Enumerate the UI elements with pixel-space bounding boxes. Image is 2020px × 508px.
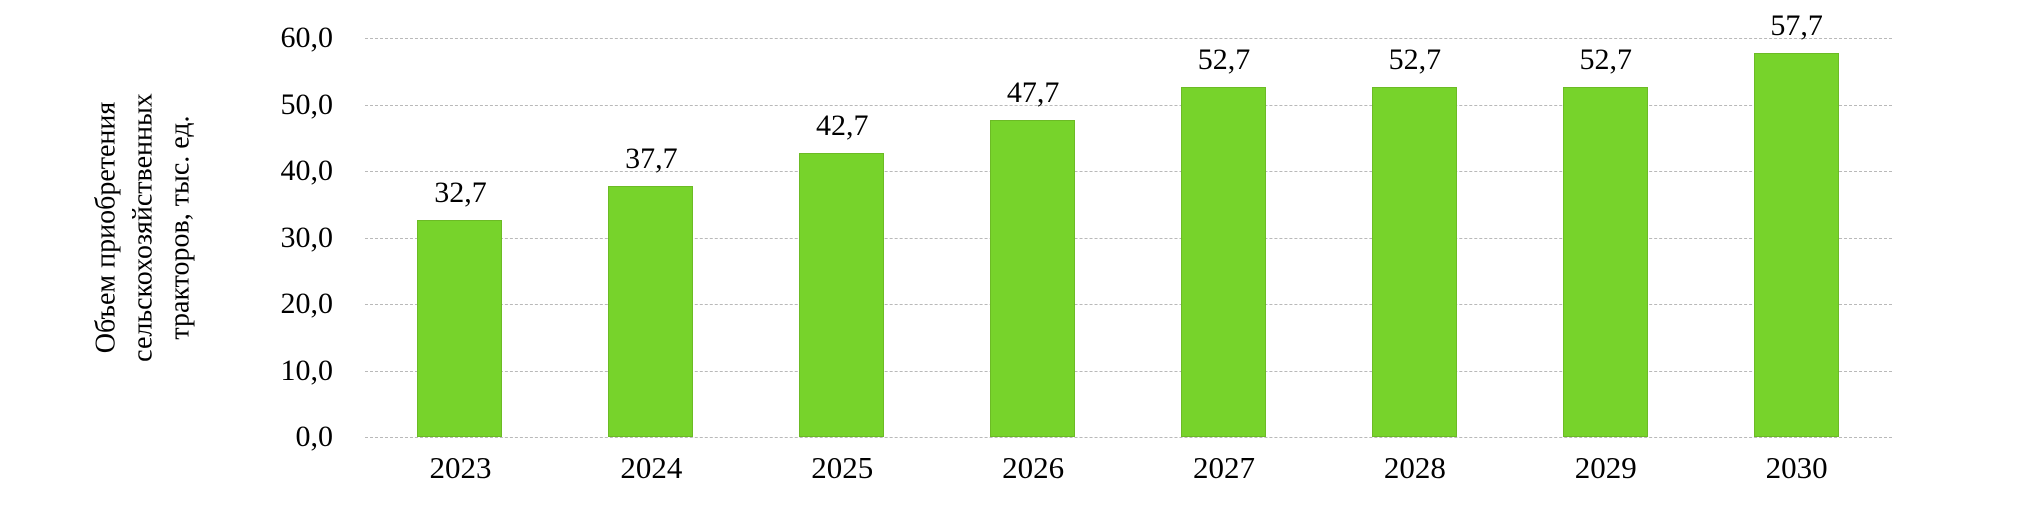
y-tick-label: 20,0 <box>280 287 334 320</box>
plot-area: 32,7 37,7 42,7 47,7 52,7 52,7 52,7 57,7 <box>365 9 1892 438</box>
bar-2024 <box>608 186 694 437</box>
bar-slot-2026: 47,7 <box>938 38 1129 437</box>
y-axis-title-line: Объем приобретения <box>90 101 122 354</box>
bar-value-label: 47,7 <box>1006 75 1060 109</box>
y-axis-title-line: сельскохозяйственных <box>127 93 159 362</box>
x-axis-ticks: 2023 2024 2025 2026 2027 2028 2029 2030 <box>365 450 1892 486</box>
bar-2027 <box>1180 86 1266 437</box>
x-tick-label-2024: 2024 <box>620 450 683 485</box>
bar-2028 <box>1371 86 1457 437</box>
gridline <box>365 304 1892 305</box>
bar-2029 <box>1562 86 1648 437</box>
bar-slot-2030: 57,7 <box>1701 9 1892 437</box>
bar-slot-2024: 37,7 <box>556 38 747 437</box>
bar-2023 <box>417 219 503 437</box>
gridline <box>365 237 1892 239</box>
y-tick-label: 60,0 <box>280 21 334 54</box>
bar-value-label: 32,7 <box>434 175 487 209</box>
y-tick-label: 0,0 <box>295 420 334 453</box>
bar-value-label: 37,7 <box>625 142 678 176</box>
bar-slot-2028: 52,7 <box>1319 38 1510 437</box>
gridline <box>365 370 1892 372</box>
bar-value-label: 52,7 <box>1388 42 1442 76</box>
x-tick-label-2029: 2029 <box>1574 450 1637 485</box>
x-tick-label-2025: 2025 <box>811 450 874 485</box>
y-tick-label: 10,0 <box>280 353 334 387</box>
x-tick-label-2030: 2030 <box>1765 450 1828 485</box>
gridline <box>365 38 1892 39</box>
bar-value-label: 52,7 <box>1579 42 1632 76</box>
x-axis-baseline <box>365 437 1892 438</box>
y-tick-label: 30,0 <box>280 220 334 254</box>
bar-2026 <box>990 119 1076 437</box>
x-tick-label-2023: 2023 <box>429 450 492 485</box>
y-tick-label: 50,0 <box>280 87 334 121</box>
x-tick-label-2028: 2028 <box>1383 450 1446 485</box>
x-tick-label-2026: 2026 <box>1002 450 1065 485</box>
bar-slot-2023: 32,7 <box>365 38 556 437</box>
x-tick-label-2027: 2027 <box>1192 450 1255 485</box>
bar-2025 <box>799 153 885 437</box>
bar-slot-2025: 42,7 <box>747 38 938 437</box>
bar-value-label: 52,7 <box>1197 42 1251 76</box>
bar-2030 <box>1753 53 1839 437</box>
bar-value-label: 42,7 <box>815 109 869 143</box>
gridline <box>365 171 1892 172</box>
bar-slot-2027: 52,7 <box>1129 38 1320 437</box>
bars-container: 32,7 37,7 42,7 47,7 52,7 52,7 52,7 57,7 <box>365 9 1892 437</box>
y-tick-label: 40,0 <box>280 154 334 187</box>
bar-slot-2029: 52,7 <box>1510 38 1701 437</box>
gridline <box>365 104 1892 106</box>
bar-value-label: 57,7 <box>1770 9 1823 43</box>
